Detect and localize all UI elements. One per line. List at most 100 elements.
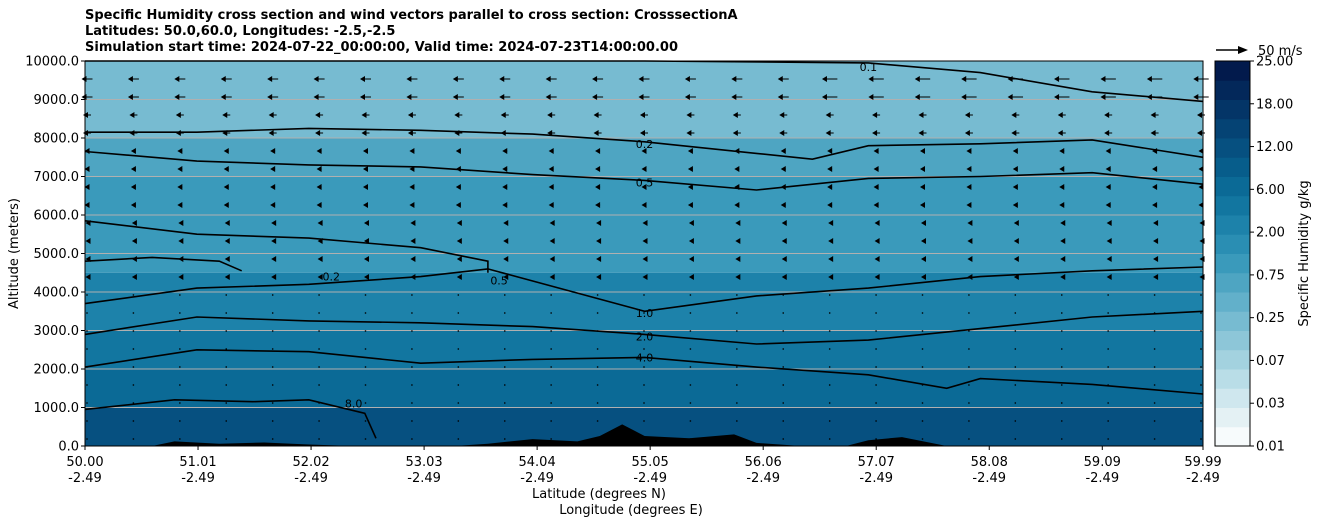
- wind-vector-head: [873, 148, 879, 154]
- wind-vector-head: [1013, 238, 1019, 244]
- wind-vector-head: [638, 76, 644, 82]
- wind-vector: [1107, 366, 1109, 368]
- wind-vector: [132, 420, 135, 422]
- y-axis-label: Altitude (meters): [7, 198, 22, 309]
- contour-0.5: [84, 150, 1204, 191]
- wind-vector: [411, 312, 413, 314]
- wind-vector-head: [130, 202, 136, 208]
- wind-vector-head: [548, 184, 554, 190]
- wind-vector-head: [317, 220, 323, 226]
- wind-vector-head: [271, 238, 277, 244]
- wind-vector-head: [966, 148, 972, 154]
- wind-vector-head: [270, 184, 276, 190]
- wind-vector: [968, 312, 970, 314]
- wind-vector: [132, 366, 135, 368]
- wind-vector: [179, 312, 181, 314]
- wind-vector: [504, 330, 506, 332]
- wind-vector: [828, 402, 831, 404]
- wind-vector: [736, 348, 738, 350]
- wind-vector: [225, 348, 227, 350]
- wind-vector-head: [593, 112, 599, 118]
- y-axis: 0.0 1000.0 2000.0 3000.0 4000.0 5000.0 6000.0 7…: [25, 55, 85, 455]
- wind-scale-key: 50 m/s: [1216, 44, 1303, 59]
- colorbar-swatch: [1215, 330, 1250, 351]
- wind-vector: [550, 438, 552, 440]
- wind-vector-head: [914, 76, 920, 82]
- wind-vector-head: [223, 148, 229, 154]
- wind-vector: [782, 402, 784, 404]
- wind-vector: [504, 366, 506, 368]
- wind-vector-head: [360, 76, 365, 82]
- wind-vector: [875, 330, 877, 332]
- wind-vector-head: [502, 148, 508, 154]
- contour-0.2b-label: 0.2: [322, 271, 340, 284]
- y-tick-label: 5000.0: [34, 247, 80, 262]
- wind-vector: [782, 420, 784, 422]
- wind-vector-head: [1100, 94, 1106, 100]
- wind-vector: [1153, 366, 1156, 368]
- wind-vector-head: [684, 76, 690, 82]
- wind-vector-head: [548, 166, 554, 172]
- wind-vector-head: [456, 220, 462, 226]
- wind-vector-head: [1104, 112, 1110, 118]
- y-tick-label: 10000.0: [25, 55, 79, 70]
- wind-vector-head: [127, 94, 133, 100]
- wind-vector-head: [220, 94, 226, 100]
- wind-vector-head: [316, 166, 322, 172]
- wind-vector: [86, 294, 88, 296]
- wind-vector-head: [921, 274, 926, 280]
- wind-vector: [828, 294, 831, 296]
- field-band-20: [85, 330, 1203, 369]
- wind-vector-head: [271, 274, 277, 280]
- chart-title: Specific Humidity cross section and wind…: [85, 8, 738, 56]
- colorbar-swatch: [1215, 176, 1250, 197]
- wind-vector: [875, 402, 877, 404]
- x-tick-label-lon: -2.49: [68, 471, 102, 486]
- wind-vector: [596, 348, 599, 350]
- wind-vector-head: [364, 256, 369, 262]
- wind-vector-head: [642, 256, 648, 262]
- wind-vector-head: [363, 184, 368, 190]
- wind-vector: [1061, 384, 1063, 386]
- wind-vector-head: [780, 202, 786, 208]
- wind-vector-head: [780, 148, 786, 154]
- wind-vector: [968, 294, 970, 296]
- wind-vector: [132, 384, 135, 386]
- wind-vector-head: [130, 148, 136, 154]
- wind-vector-head: [828, 256, 834, 262]
- wind-vector: [271, 384, 274, 386]
- wind-vector-head: [640, 130, 645, 136]
- wind-vector-head: [687, 148, 693, 154]
- colorbar-tick-label: 0.25: [1256, 311, 1285, 326]
- colorbar-label: Specific Humidity g/kg: [1297, 180, 1312, 326]
- wind-vector: [550, 384, 552, 386]
- wind-vector-head: [410, 220, 416, 226]
- wind-vector-head: [363, 166, 368, 172]
- wind-vector: [921, 294, 924, 296]
- wind-vector: [596, 438, 599, 440]
- wind-vector-head: [409, 148, 415, 154]
- wind-vector: [86, 402, 88, 404]
- wind-vector-head: [821, 94, 827, 100]
- wind-vector-head: [1013, 256, 1019, 262]
- wind-vector-head: [177, 148, 183, 154]
- wind-vector-head: [455, 202, 461, 208]
- contour-2.0-label: 2.0: [636, 330, 654, 343]
- wind-vector: [1153, 420, 1156, 422]
- wind-vector: [828, 366, 831, 368]
- wind-vector-head: [688, 256, 694, 262]
- wind-vector: [1061, 312, 1063, 314]
- wind-vector: [550, 402, 552, 404]
- colorbar-tick-label: 0.07: [1256, 354, 1285, 369]
- wind-vector-head: [410, 238, 416, 244]
- wind-vector: [921, 384, 924, 386]
- colorbar: 0.01 0.03 0.07 0.25 0.75 2.00 6.00 12.00 18.00 25…: [1214, 55, 1293, 455]
- wind-vector-head: [827, 184, 833, 190]
- wind-vector-head: [964, 130, 970, 136]
- wind-vector: [1061, 348, 1063, 350]
- wind-vector-head: [1012, 148, 1018, 154]
- wind-vector: [1107, 348, 1109, 350]
- wind-vector: [1061, 294, 1063, 296]
- wind-vector-head: [595, 148, 601, 154]
- wind-vector: [318, 312, 320, 314]
